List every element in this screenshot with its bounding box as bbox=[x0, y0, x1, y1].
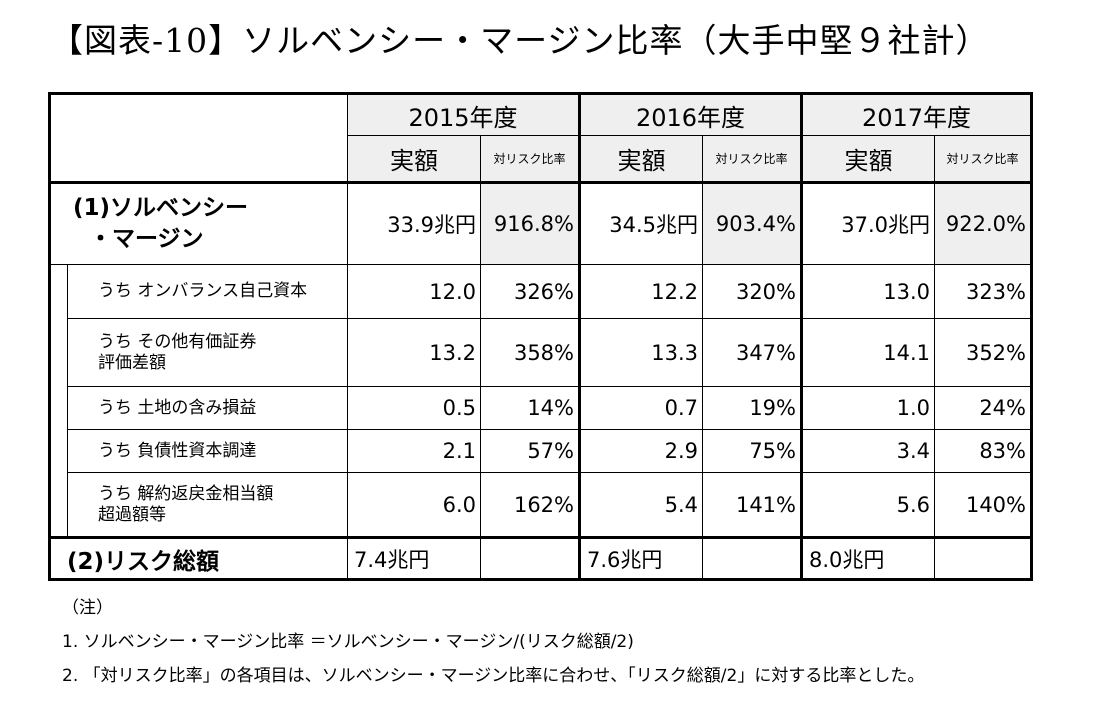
amount-header: 実額 bbox=[801, 135, 935, 183]
ratio-cell: 326% bbox=[480, 264, 581, 319]
amount-cell: 5.4 bbox=[579, 472, 703, 538]
ratio-cell: 140% bbox=[934, 472, 1032, 538]
ratio-header: 対リスク比率 bbox=[702, 135, 803, 183]
year-header: 2016年度 bbox=[579, 93, 803, 136]
risk-total-row: (2)リスク総額 7.4兆円 7.6兆円 8.0兆円 bbox=[49, 536, 1032, 580]
ratio-cell: 352% bbox=[934, 318, 1032, 387]
ratio-cell: 83% bbox=[934, 429, 1032, 473]
ratio-cell: 162% bbox=[480, 472, 581, 538]
empty-cell bbox=[480, 536, 581, 580]
corner-cell bbox=[49, 93, 348, 183]
ratio-cell: 347% bbox=[702, 318, 803, 387]
row-label-line1: (1)ソルベンシー bbox=[73, 195, 249, 221]
amount-cell: 5.6 bbox=[801, 472, 935, 538]
sub-row-label: うち 負債性資本調達 bbox=[67, 429, 348, 473]
amount-cell: 6.0 bbox=[347, 472, 481, 538]
table-row: うち オンバランス自己資本 12.0 326% 12.2 320% 13.0 3… bbox=[49, 264, 1032, 538]
amount-cell: 13.2 bbox=[347, 318, 481, 387]
empty-cell bbox=[934, 536, 1032, 580]
ratio-cell: 14% bbox=[480, 386, 581, 430]
amount-cell: 7.4兆円 bbox=[347, 536, 481, 580]
year-header: 2017年度 bbox=[801, 93, 1032, 136]
amount-cell: 8.0兆円 bbox=[801, 536, 935, 580]
amount-cell: 7.6兆円 bbox=[579, 536, 703, 580]
amount-cell: 13.0 bbox=[801, 264, 935, 319]
amount-cell: 0.5 bbox=[347, 386, 481, 430]
amount-header: 実額 bbox=[579, 135, 703, 183]
sub-row-label: うち その他有価証券 評価差額 bbox=[67, 318, 348, 387]
sub-row-label: うち 解約返戻金相当額 超過額等 bbox=[67, 472, 348, 538]
amount-cell: 12.0 bbox=[347, 264, 481, 319]
ratio-cell: 24% bbox=[934, 386, 1032, 430]
amount-cell: 0.7 bbox=[579, 386, 703, 430]
year-header-row: 2015年度 2016年度 2017年度 bbox=[49, 93, 1032, 183]
sub-row-label: うち オンバランス自己資本 bbox=[67, 264, 348, 319]
notes-heading: （注） bbox=[62, 598, 113, 618]
ratio-cell: 19% bbox=[702, 386, 803, 430]
amount-cell: 2.1 bbox=[347, 429, 481, 473]
ratio-header: 対リスク比率 bbox=[934, 135, 1032, 183]
row-label: (1)ソルベンシー ・マージン bbox=[49, 181, 348, 265]
amount-cell: 37.0兆円 bbox=[801, 181, 935, 265]
ratio-header: 対リスク比率 bbox=[480, 135, 581, 183]
notes: （注） 1. ソルベンシー・マージン比率 ＝ソルベンシー・マージン/(リスク総額… bbox=[62, 591, 924, 693]
table-row: うち 負債性資本調達 2.1 57% 2.9 75% 3.4 83% bbox=[50, 429, 1032, 473]
column-header-row: 実額 対リスク比率 実額 対リスク比率 実額 対リスク比率 bbox=[50, 135, 1032, 183]
amount-cell: 13.3 bbox=[579, 318, 703, 387]
indent-cell bbox=[49, 264, 68, 538]
ratio-cell: 141% bbox=[702, 472, 803, 538]
ratio-cell: 358% bbox=[480, 318, 581, 387]
page-title: 【図表-10】ソルベンシー・マージン比率（大手中堅９社計） bbox=[50, 21, 990, 60]
empty-cell bbox=[702, 536, 803, 580]
table-row: うち 解約返戻金相当額 超過額等 6.0 162% 5.4 141% 5.6 14… bbox=[50, 472, 1032, 538]
amount-cell: 2.9 bbox=[579, 429, 703, 473]
amount-cell: 1.0 bbox=[801, 386, 935, 430]
amount-cell: 34.5兆円 bbox=[579, 181, 703, 265]
year-header: 2015年度 bbox=[347, 93, 581, 136]
solvency-margin-table: 2015年度 2016年度 2017年度 実額 対リスク比率 実額 対リスク比率… bbox=[48, 92, 1033, 581]
table-row: うち その他有価証券 評価差額 13.2 358% 13.3 347% 14.1 … bbox=[50, 318, 1032, 387]
ratio-cell: 922.0% bbox=[934, 181, 1032, 265]
ratio-cell: 916.8% bbox=[480, 181, 581, 265]
amount-cell: 33.9兆円 bbox=[347, 181, 481, 265]
note-line: 2. 「対リスク比率」の各項目は、ソルベンシー・マージン比率に合わせ、「リスク総… bbox=[62, 666, 925, 686]
ratio-cell: 320% bbox=[702, 264, 803, 319]
amount-cell: 3.4 bbox=[801, 429, 935, 473]
amount-cell: 12.2 bbox=[579, 264, 703, 319]
table-row: うち 土地の含み損益 0.5 14% 0.7 19% 1.0 24% bbox=[50, 386, 1032, 430]
note-line: 1. ソルベンシー・マージン比率 ＝ソルベンシー・マージン/(リスク総額/2) bbox=[62, 632, 634, 652]
sub-row-label: うち 土地の含み損益 bbox=[67, 386, 348, 430]
solvency-margin-row: (1)ソルベンシー ・マージン 33.9兆円 916.8% 34.5兆円 903… bbox=[49, 181, 1032, 265]
ratio-cell: 903.4% bbox=[702, 181, 803, 265]
row-label-line2: ・マージン bbox=[89, 226, 204, 252]
amount-cell: 14.1 bbox=[801, 318, 935, 387]
ratio-cell: 57% bbox=[480, 429, 581, 473]
row-label: (2)リスク総額 bbox=[49, 536, 348, 580]
ratio-cell: 323% bbox=[934, 264, 1032, 319]
ratio-cell: 75% bbox=[702, 429, 803, 473]
amount-header: 実額 bbox=[347, 135, 481, 183]
